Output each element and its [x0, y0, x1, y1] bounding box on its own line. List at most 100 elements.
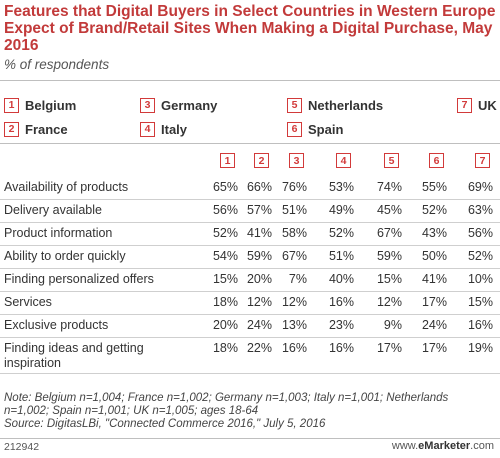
table-cell: 55% [421, 180, 447, 194]
table-row: Finding ideas and getting inspiration 18%… [0, 338, 500, 374]
table-row: Services 18% 12% 12% 16% 12% 17% 15% [0, 292, 500, 315]
table-cell: 12% [376, 295, 402, 309]
table-cell: 67% [281, 249, 307, 263]
table-cell: 10% [467, 272, 493, 286]
column-header-4: 4 [336, 153, 351, 168]
table-row: Availability of products 65% 66% 76% 53% 74% 5… [0, 177, 500, 200]
row-label: Ability to order quickly [4, 249, 126, 263]
row-label: Delivery available [4, 203, 102, 217]
table-cell: 74% [376, 180, 402, 194]
table-cell: 59% [376, 249, 402, 263]
legend-badge: 6 [287, 121, 302, 137]
table-cell: 15% [212, 272, 238, 286]
legend-bottom-rule [0, 143, 500, 144]
table-cell: 67% [376, 226, 402, 240]
brand-prefix: www. [391, 440, 419, 452]
table-cell: 15% [376, 272, 402, 286]
legend-badge: 4 [140, 121, 155, 137]
row-label: Services [4, 295, 52, 309]
table-row: Exclusive products 20% 24% 13% 23% 9% 24% 16% [0, 315, 500, 338]
table-cell: 58% [281, 226, 307, 240]
table-cell: 56% [212, 203, 238, 217]
legend-label: UK [478, 97, 497, 113]
row-label: Finding personalized offers [4, 272, 154, 286]
table-cell: 20% [212, 318, 238, 332]
table-cell: 19% [467, 341, 493, 355]
legend-item-belgium: 1 Belgium [4, 96, 76, 114]
table-cell: 69% [467, 180, 493, 194]
chart-subtitle: % of respondents [4, 57, 110, 72]
footer-rule [0, 438, 500, 439]
table-row: Finding personalized offers 15% 20% 7% 40% 15… [0, 269, 500, 292]
legend-top-rule [0, 80, 500, 81]
table-row: Delivery available 56% 57% 51% 49% 45% 52% 63% [0, 200, 500, 223]
legend-item-italy: 4 Italy [140, 120, 187, 138]
table-cell: 59% [246, 249, 272, 263]
legend-label: Spain [308, 121, 344, 137]
table-cell: 53% [328, 180, 354, 194]
table-cell: 43% [421, 226, 447, 240]
legend-item-spain: 6 Spain [287, 120, 343, 138]
column-header-6: 6 [429, 153, 444, 168]
table-cell: 17% [421, 341, 447, 355]
legend-badge: 7 [457, 97, 472, 113]
table-cell: 52% [421, 203, 447, 217]
table-cell: 12% [246, 295, 272, 309]
legend: 1 Belgium 2 France 3 Germany 4 Italy 5 Netherland… [0, 82, 500, 142]
legend-label: France [25, 121, 68, 137]
table-row: Product information 52% 41% 58% 52% 67% 43% 56% [0, 223, 500, 246]
legend-badge: 5 [287, 97, 302, 113]
legend-badge: 2 [4, 121, 19, 137]
column-header-2: 2 [254, 153, 269, 168]
table-cell: 66% [246, 180, 272, 194]
table-cell: 7% [288, 272, 307, 286]
table-cell: 16% [281, 341, 307, 355]
table-cell: 52% [212, 226, 238, 240]
table-row: Ability to order quickly 54% 59% 67% 51% 59% 5… [0, 246, 500, 269]
legend-label: Belgium [25, 97, 77, 113]
table-cell: 57% [246, 203, 272, 217]
table-cell: 63% [467, 203, 493, 217]
column-header-5: 5 [384, 153, 399, 168]
table-cell: 22% [246, 341, 272, 355]
table-cell: 18% [212, 295, 238, 309]
table-cell: 50% [421, 249, 447, 263]
table-cell: 49% [328, 203, 354, 217]
legend-badge: 3 [140, 97, 155, 113]
row-label: Product information [4, 226, 113, 240]
table-cell: 13% [281, 318, 307, 332]
table-cell: 24% [421, 318, 447, 332]
table-cell: 54% [212, 249, 238, 263]
table-cell: 17% [421, 295, 447, 309]
chart-title: Features that Digital Buyers in Select C… [4, 3, 496, 54]
table-cell: 9% [383, 318, 402, 332]
table-cell: 65% [212, 180, 238, 194]
table-cell: 15% [467, 295, 493, 309]
table-cell: 16% [328, 341, 354, 355]
legend-item-netherlands: 5 Netherlands [287, 96, 383, 114]
column-header-row: 1 2 3 4 5 6 7 [0, 150, 500, 172]
table-cell: 20% [246, 272, 272, 286]
chart-id: 212942 [4, 441, 40, 453]
legend-item-germany: 3 Germany [140, 96, 217, 114]
table-cell: 17% [376, 341, 402, 355]
legend-badge: 1 [4, 97, 19, 113]
legend-label: Germany [161, 97, 218, 113]
legend-label: Netherlands [308, 97, 384, 113]
column-header-3: 3 [289, 153, 304, 168]
table-cell: 52% [467, 249, 493, 263]
legend-item-france: 2 France [4, 120, 68, 138]
row-label: Exclusive products [4, 318, 109, 332]
table-cell: 51% [328, 249, 354, 263]
column-header-7: 7 [475, 153, 490, 168]
table-cell: 40% [328, 272, 354, 286]
table-cell: 24% [246, 318, 272, 332]
table-cell: 41% [246, 226, 272, 240]
table-cell: 45% [376, 203, 402, 217]
brand-name: eMarketer [418, 440, 471, 452]
table-cell: 51% [281, 203, 307, 217]
legend-item-uk: 7 UK [457, 96, 497, 114]
table-cell: 16% [328, 295, 354, 309]
row-label: Availability of products [4, 180, 129, 194]
table-cell: 56% [467, 226, 493, 240]
